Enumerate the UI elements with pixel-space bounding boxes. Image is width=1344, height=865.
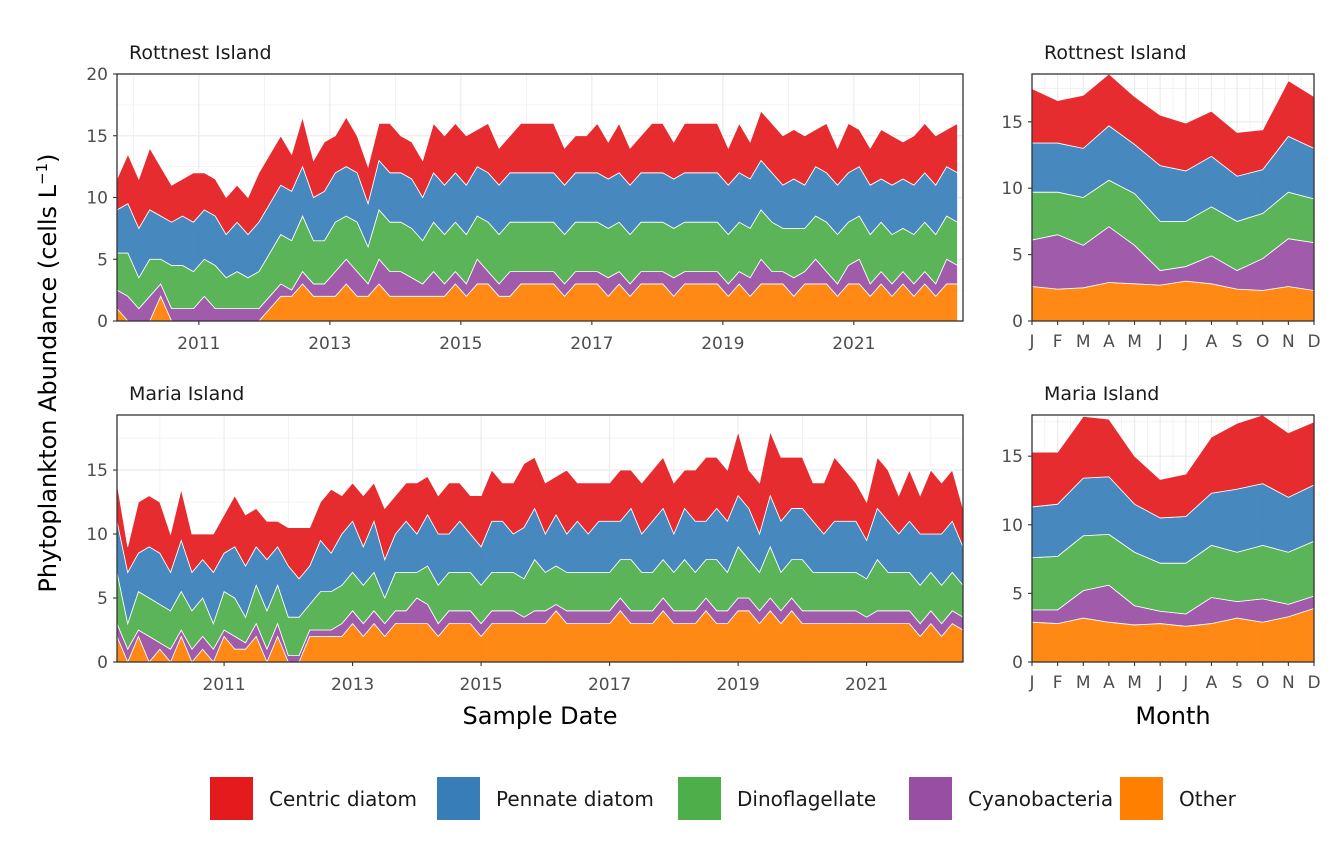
- y-tick-label: 5: [97, 250, 108, 270]
- y-tick-label: 15: [86, 127, 108, 147]
- x-tick-label: S: [1232, 673, 1243, 693]
- legend-swatch: [1120, 777, 1163, 820]
- x-tick-label: A: [1206, 673, 1218, 693]
- y-tick-label: 5: [1012, 584, 1023, 604]
- x-tick-label: J: [1028, 673, 1034, 693]
- x-tick-label: S: [1232, 332, 1243, 352]
- area-centric-diatom: [116, 110, 958, 236]
- y-tick-label: 5: [97, 589, 108, 609]
- x-tick-label: D: [1307, 332, 1320, 352]
- x-tick-label: O: [1256, 332, 1269, 352]
- x-tick-label: A: [1206, 332, 1218, 352]
- panel-title-rottnest-island: Rottnest Island: [129, 42, 272, 64]
- x-tick-label: J: [1157, 332, 1163, 352]
- legend-label: Pennate diatom: [496, 787, 654, 811]
- x-tick-label: F: [1053, 673, 1063, 693]
- y-tick-label: 0: [1012, 653, 1023, 673]
- y-tick-label: 0: [1012, 312, 1023, 332]
- x-tick-label: 2017: [570, 334, 613, 354]
- legend-swatch: [909, 777, 952, 820]
- x-tick-label: M: [1127, 673, 1142, 693]
- panel-title-maria-island: Maria Island: [129, 383, 244, 405]
- legend-label: Other: [1179, 787, 1237, 811]
- x-tick-label: 2015: [459, 675, 502, 695]
- y-tick-label: 0: [97, 312, 108, 332]
- y-tick-label: 15: [86, 461, 108, 481]
- panel-border-rottnest-island: [1031, 73, 1315, 322]
- y-axis-title: Phytoplankton Abundance (cells L−1): [33, 153, 62, 592]
- y-tick-label: 15: [1001, 113, 1023, 133]
- x-tick-label: N: [1282, 332, 1295, 352]
- legend: Centric diatom Pennate diatom Dinoflagella…: [210, 777, 1237, 820]
- x-tick-label: 2013: [308, 334, 351, 354]
- x-tick-label: N: [1282, 673, 1295, 693]
- x-tick-label: O: [1256, 673, 1269, 693]
- legend-item-other: Other: [1120, 777, 1237, 820]
- areas-maria-island: [116, 430, 964, 664]
- y-tick-label: 10: [1001, 179, 1023, 199]
- legend-label: Cyanobacteria: [968, 787, 1113, 811]
- areas-rottnest-island: [116, 110, 958, 322]
- legend-item-cyanobacteria: Cyanobacteria: [909, 777, 1113, 820]
- x-tick-label: M: [1127, 332, 1142, 352]
- x-tick-label: F: [1053, 332, 1063, 352]
- y-axis-title-main: Phytoplankton Abundance (cells L: [34, 184, 62, 592]
- x-tick-label: J: [1157, 673, 1163, 693]
- x-tick-label: 2021: [845, 675, 888, 695]
- legend-swatch: [437, 777, 480, 820]
- y-tick-label: 15: [1001, 447, 1023, 467]
- x-tick-label: 2013: [331, 675, 374, 695]
- x-tick-label: 2021: [832, 334, 875, 354]
- areas-maria-island: [1031, 414, 1315, 663]
- x-tick-label: 2019: [701, 334, 744, 354]
- x-tick-label: A: [1103, 332, 1115, 352]
- legend-item-pennate-diatom: Pennate diatom: [437, 777, 654, 820]
- x-tick-label: 2017: [588, 675, 631, 695]
- panel-rottnest-timeseries: Rottnest Island 0 5 10 15 20 2011 2013 2015 2017 2…: [86, 42, 964, 354]
- x-tick-label: 2011: [202, 675, 245, 695]
- legend-label: Dinoflagellate: [737, 787, 876, 811]
- y-tick-label: 20: [86, 65, 108, 85]
- x-tick-label: 2019: [716, 675, 759, 695]
- panel-border-maria-island: [116, 414, 964, 663]
- panel-border-maria-island: [1031, 414, 1315, 663]
- legend-item-dinoflagellate: Dinoflagellate: [678, 777, 876, 820]
- panel-title-maria-island: Maria Island: [1044, 383, 1159, 405]
- legend-label: Centric diatom: [269, 787, 417, 811]
- x-tick-label: J: [1182, 332, 1188, 352]
- legend-item-centric-diatom: Centric diatom: [210, 777, 417, 820]
- panel-title-rottnest-island: Rottnest Island: [1044, 42, 1187, 64]
- x-tick-label: A: [1103, 673, 1115, 693]
- panel-maria-timeseries: Maria Island 0 5 10 15 2011 2013 2015 2017 2019 20…: [86, 383, 964, 695]
- x-tick-label: 2011: [177, 334, 220, 354]
- legend-swatch: [678, 777, 721, 820]
- areas-rottnest-island: [1031, 73, 1315, 322]
- y-tick-label: 10: [1001, 516, 1023, 536]
- legend-swatch: [210, 777, 253, 820]
- x-axis-title-sample-date: Sample Date: [463, 702, 618, 730]
- x-tick-label: 2015: [439, 334, 482, 354]
- y-tick-label: 0: [97, 653, 108, 673]
- y-tick-label: 5: [1012, 246, 1023, 266]
- y-tick-label: 10: [86, 525, 108, 545]
- x-tick-label: J: [1182, 673, 1188, 693]
- x-tick-label: J: [1028, 332, 1034, 352]
- x-tick-label: M: [1076, 673, 1091, 693]
- y-axis-title-superscript: −1: [33, 163, 51, 185]
- y-tick-label: 10: [86, 189, 108, 209]
- y-axis-title-close: ): [34, 153, 62, 162]
- x-axis-title-month: Month: [1135, 702, 1210, 730]
- x-tick-label: D: [1307, 673, 1320, 693]
- x-tick-label: M: [1076, 332, 1091, 352]
